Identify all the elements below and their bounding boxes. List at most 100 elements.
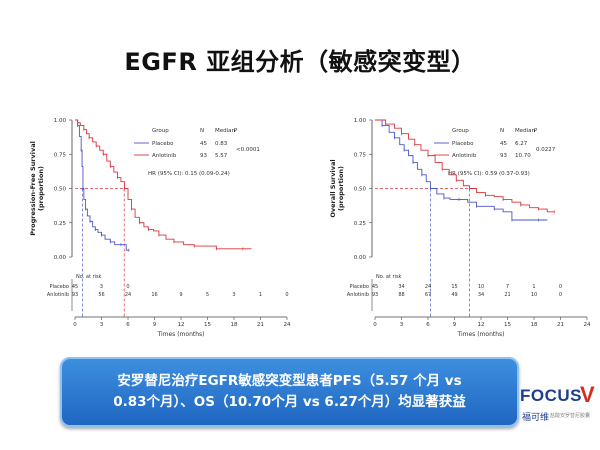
pfs-x-tick-label: 3: [100, 322, 104, 328]
os-risk-value: 15: [451, 284, 457, 290]
pfs-risk-value: 9: [179, 292, 182, 298]
pfs-chart: 0.00 0.25 0.50 0.75 1.00 Progression-Free Sur…: [0, 104, 300, 339]
pfs-legend-p: <0.0001: [236, 147, 260, 153]
pfs-legend-n: 93: [200, 153, 207, 159]
banner-line-1: 安罗替尼治疗EGFR敏感突变型患者PFS（5.57 个月 vs: [117, 373, 462, 389]
os-legend-n: 45: [500, 141, 507, 147]
pfs-legend-header: Median: [215, 128, 236, 134]
os-y-axis-label: (proportion): [337, 166, 345, 211]
os-x-tick-label: 18: [531, 322, 538, 328]
os-x-tick-label: 3: [400, 322, 404, 328]
pfs-chart-svg: 0.00 0.25 0.50 0.75 1.00 Progression-Free Sur…: [29, 118, 291, 338]
os-risk-value: 0: [559, 284, 562, 290]
os-risk-row-name: Anlotinib: [347, 292, 369, 298]
os-x-tick-label: 21: [557, 322, 564, 328]
pfs-legend-group: Anlotinib: [152, 153, 177, 159]
pfs-risk-value: 93: [72, 292, 78, 298]
pfs-risk-value: 1: [259, 292, 262, 298]
os-risk-value: 24: [425, 284, 431, 290]
page-title: EGFR 亚组分析（敏感突变型）: [124, 48, 476, 76]
conclusion-banner: 安罗替尼治疗EGFR敏感突变型患者PFS（5.57 个月 vs 0.83个月）、…: [60, 357, 519, 427]
pfs-risk-value: 24: [125, 292, 131, 298]
pfs-risk-value: 3: [100, 284, 103, 290]
pfs-risk-value: 0: [126, 284, 129, 290]
os-legend-n: 93: [500, 153, 507, 159]
pfs-x-axis-label: Times (months): [157, 331, 205, 338]
os-risk-value: 1: [532, 284, 535, 290]
os-y-tick-label: 0.25: [354, 221, 367, 227]
logo-wordmark: FOCUS: [520, 386, 582, 405]
pfs-risk-value: 5: [206, 292, 209, 298]
pfs-legend-median: 5.57: [215, 153, 228, 159]
pfs-risk-label: No. at risk: [76, 274, 102, 280]
pfs-x-tick-label: 12: [178, 322, 185, 328]
os-risk-value: 7: [506, 284, 509, 290]
os-chart: 0.00 0.25 0.50 0.75 1.00 Overall Survival (pro…: [300, 104, 600, 339]
pfs-y-tick-label: 0.00: [54, 255, 67, 261]
pfs-legend-header: N: [200, 128, 204, 134]
os-legend-header: Group: [452, 128, 469, 134]
pfs-y-tick-label: 1.00: [54, 118, 67, 124]
os-risk-value: 0: [559, 292, 562, 298]
pfs-y-axis-label: Progression-Free Survival: [29, 141, 37, 236]
pfs-anlotinib-curve: [75, 119, 252, 250]
pfs-x-tick-label: 15: [204, 322, 211, 328]
os-risk-value: 45: [372, 284, 378, 290]
pfs-y-axis-label: (proportion): [37, 166, 45, 211]
pfs-y-tick-label: 0.50: [54, 187, 67, 193]
pfs-legend-group: Placebo: [152, 141, 174, 147]
pfs-x-tick-label: 18: [231, 322, 238, 328]
os-risk-value: 34: [478, 292, 484, 298]
pfs-x-tick-label: 21: [257, 322, 264, 328]
os-legend-header: N: [500, 128, 504, 134]
os-x-tick-label: 24: [584, 322, 591, 328]
pfs-x-tick-label: 9: [153, 322, 157, 328]
os-x-tick-label: 0: [373, 322, 377, 328]
os-legend-header: P: [534, 128, 538, 134]
os-risk-value: 67: [425, 292, 431, 298]
logo-v-mark: V: [580, 382, 595, 407]
os-risk-value: 10: [478, 284, 484, 290]
pfs-legend-header: Group: [152, 128, 169, 134]
focus-v-logo: FOCUS V 福可维 盐酸安罗替尼胶囊: [520, 382, 596, 436]
os-y-tick-label: 1.00: [354, 118, 367, 124]
pfs-risk-row-name: Placebo: [49, 284, 69, 290]
pfs-risk-value: 16: [151, 292, 157, 298]
pfs-legend-hr: HR (95% CI): 0.15 (0.09-0.24): [148, 171, 230, 177]
os-x-axis-label: Times (months): [457, 331, 505, 338]
logo-subtitle: 盐酸安罗替尼胶囊: [550, 413, 591, 419]
os-legend-hr: HR (95% CI): 0.59 (0.37-0.93): [448, 171, 530, 177]
pfs-y-tick-label: 0.25: [54, 221, 67, 227]
pfs-risk-value: 56: [98, 292, 104, 298]
os-x-tick-label: 12: [478, 322, 485, 328]
os-y-tick-label: 0.50: [354, 187, 367, 193]
pfs-risk-value: 3: [232, 292, 235, 298]
pfs-legend-n: 45: [200, 141, 207, 147]
os-legend-p: 0.0227: [536, 147, 556, 153]
pfs-legend-header: P: [234, 128, 238, 134]
pfs-x-tick-label: 24: [284, 322, 291, 328]
os-x-tick-label: 6: [426, 322, 430, 328]
os-risk-value: 88: [398, 292, 404, 298]
os-y-tick-label: 0.75: [354, 152, 367, 158]
os-risk-value: 34: [398, 284, 404, 290]
pfs-x-tick-label: 6: [126, 322, 130, 328]
os-legend-median: 10.70: [515, 153, 531, 159]
banner-line-2: 0.83个月）、OS（10.70个月 vs 6.27个月）均显著获益: [113, 394, 466, 410]
os-legend-median: 6.27: [515, 141, 528, 147]
os-legend-group: Placebo: [452, 141, 474, 147]
pfs-risk-row-name: Anlotinib: [47, 292, 69, 298]
pfs-y-tick-label: 0.75: [54, 152, 67, 158]
pfs-risk-value: 0: [285, 292, 288, 298]
pfs-placebo-curve: [75, 119, 129, 251]
os-y-tick-label: 0.00: [354, 255, 367, 261]
os-risk-value: 10: [531, 292, 537, 298]
os-x-tick-label: 9: [453, 322, 457, 328]
pfs-risk-value: 45: [72, 284, 78, 290]
logo-chinese-name: 福可维: [522, 413, 550, 423]
pfs-x-tick-label: 0: [73, 322, 77, 328]
os-x-tick-label: 15: [504, 322, 511, 328]
os-legend-group: Anlotinib: [452, 153, 477, 159]
os-risk-value: 21: [504, 292, 510, 298]
os-chart-svg: 0.00 0.25 0.50 0.75 1.00 Overall Survival (pro…: [329, 118, 591, 338]
